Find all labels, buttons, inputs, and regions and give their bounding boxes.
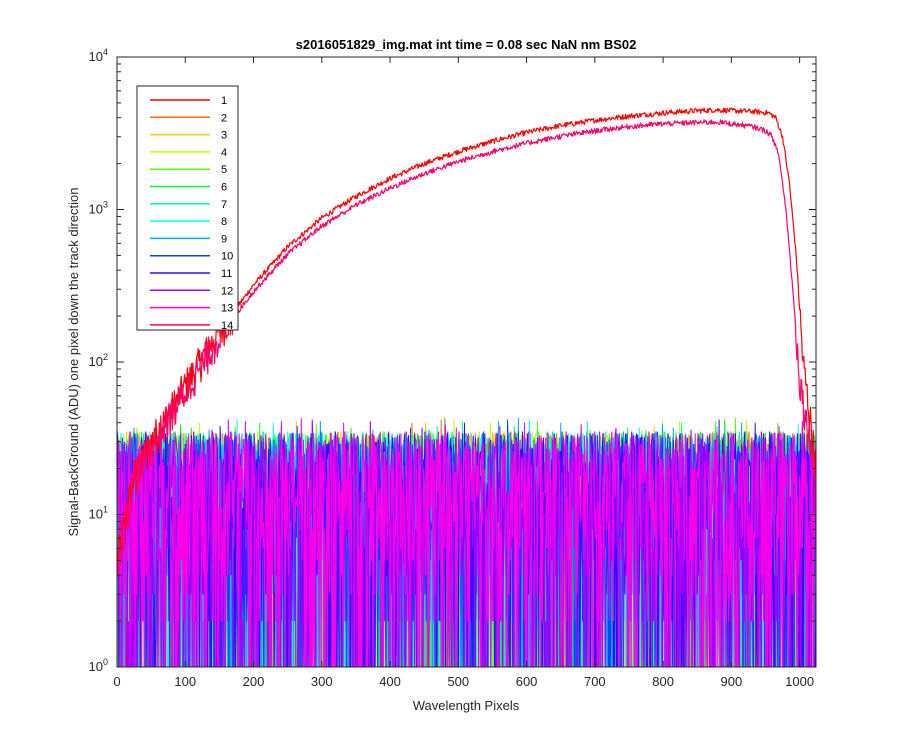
- legend-label-12: 12: [221, 285, 233, 297]
- y-tick-label: 101: [89, 505, 108, 522]
- y-tick-label: 100: [89, 657, 108, 674]
- legend-label-1: 1: [221, 95, 227, 107]
- legend-label-4: 4: [221, 147, 227, 159]
- x-tick-label: 100: [174, 674, 196, 689]
- y-tick-label: 102: [89, 352, 108, 369]
- x-tick-label: 500: [447, 674, 469, 689]
- legend-label-5: 5: [221, 164, 227, 176]
- x-tick-label: 400: [379, 674, 401, 689]
- x-tick-label: 1000: [785, 674, 814, 689]
- x-tick-label: 300: [311, 674, 333, 689]
- x-tick-label: 700: [584, 674, 606, 689]
- legend-label-2: 2: [221, 112, 227, 124]
- chart-title: s2016051829_img.mat int time = 0.08 sec …: [296, 37, 637, 52]
- legend-label-6: 6: [221, 182, 227, 194]
- x-tick-label: 900: [721, 674, 743, 689]
- noise-series-layer: [117, 417, 816, 667]
- legend-label-13: 13: [221, 303, 233, 315]
- legend-label-7: 7: [221, 199, 227, 211]
- legend-label-3: 3: [221, 130, 227, 142]
- x-tick-label: 600: [516, 674, 538, 689]
- y-tick-label: 104: [89, 47, 108, 64]
- y-axis-label: Signal-BackGround (ADU) one pixel down t…: [66, 187, 81, 536]
- legend-box: [136, 85, 239, 331]
- legend-label-8: 8: [221, 216, 227, 228]
- x-tick-label: 800: [652, 674, 674, 689]
- legend-label-11: 11: [221, 268, 232, 280]
- x-axis-label: Wavelength Pixels: [413, 698, 520, 713]
- legend-label-9: 9: [221, 233, 227, 245]
- x-axis: 0 100 200 300 400 500 600 700 800 900 1000: [113, 57, 814, 689]
- y-tick-label: 103: [89, 200, 108, 217]
- legend-label-10: 10: [221, 251, 233, 263]
- series-line-13: [117, 417, 816, 667]
- x-tick-label: 200: [243, 674, 265, 689]
- x-tick-label: 0: [113, 674, 120, 689]
- legend-label-14: 14: [221, 320, 233, 332]
